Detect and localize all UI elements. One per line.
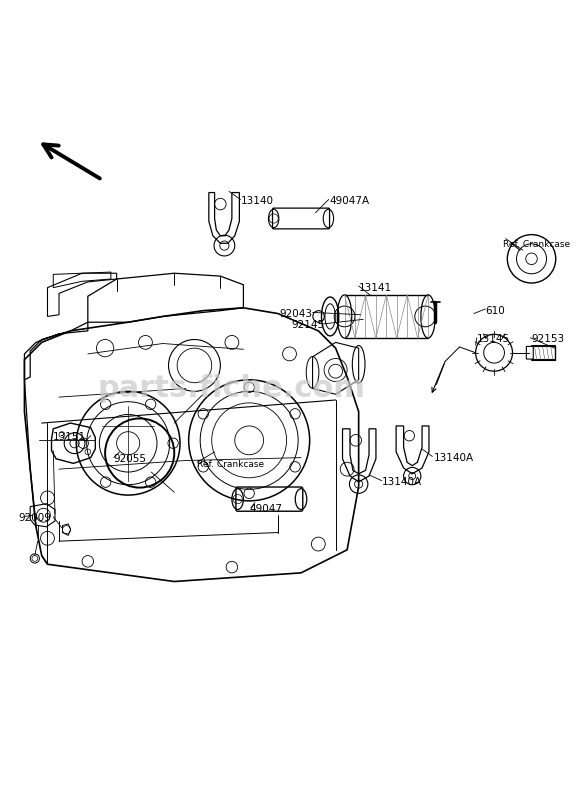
Text: 13141: 13141 — [359, 282, 392, 293]
Text: 13151: 13151 — [53, 433, 86, 442]
Text: Ref. Crankcase: Ref. Crankcase — [197, 460, 264, 469]
Text: parts.fiche.com: parts.fiche.com — [98, 374, 366, 403]
Text: 92055: 92055 — [114, 454, 147, 464]
Text: 13140A: 13140A — [382, 477, 422, 487]
Text: 610: 610 — [485, 306, 505, 316]
Text: 49047: 49047 — [249, 505, 282, 514]
Text: 92153: 92153 — [531, 334, 565, 345]
FancyBboxPatch shape — [527, 346, 533, 359]
Circle shape — [30, 554, 39, 563]
Text: 92043: 92043 — [279, 309, 312, 318]
Text: 92009: 92009 — [19, 513, 52, 523]
Text: 13140A: 13140A — [434, 453, 474, 462]
Text: Ref. Crankcase: Ref. Crankcase — [502, 240, 570, 249]
Text: 49047A: 49047A — [330, 196, 370, 206]
Text: 13145: 13145 — [477, 334, 510, 345]
Text: 13140: 13140 — [241, 196, 274, 206]
Text: 92145: 92145 — [291, 320, 324, 330]
